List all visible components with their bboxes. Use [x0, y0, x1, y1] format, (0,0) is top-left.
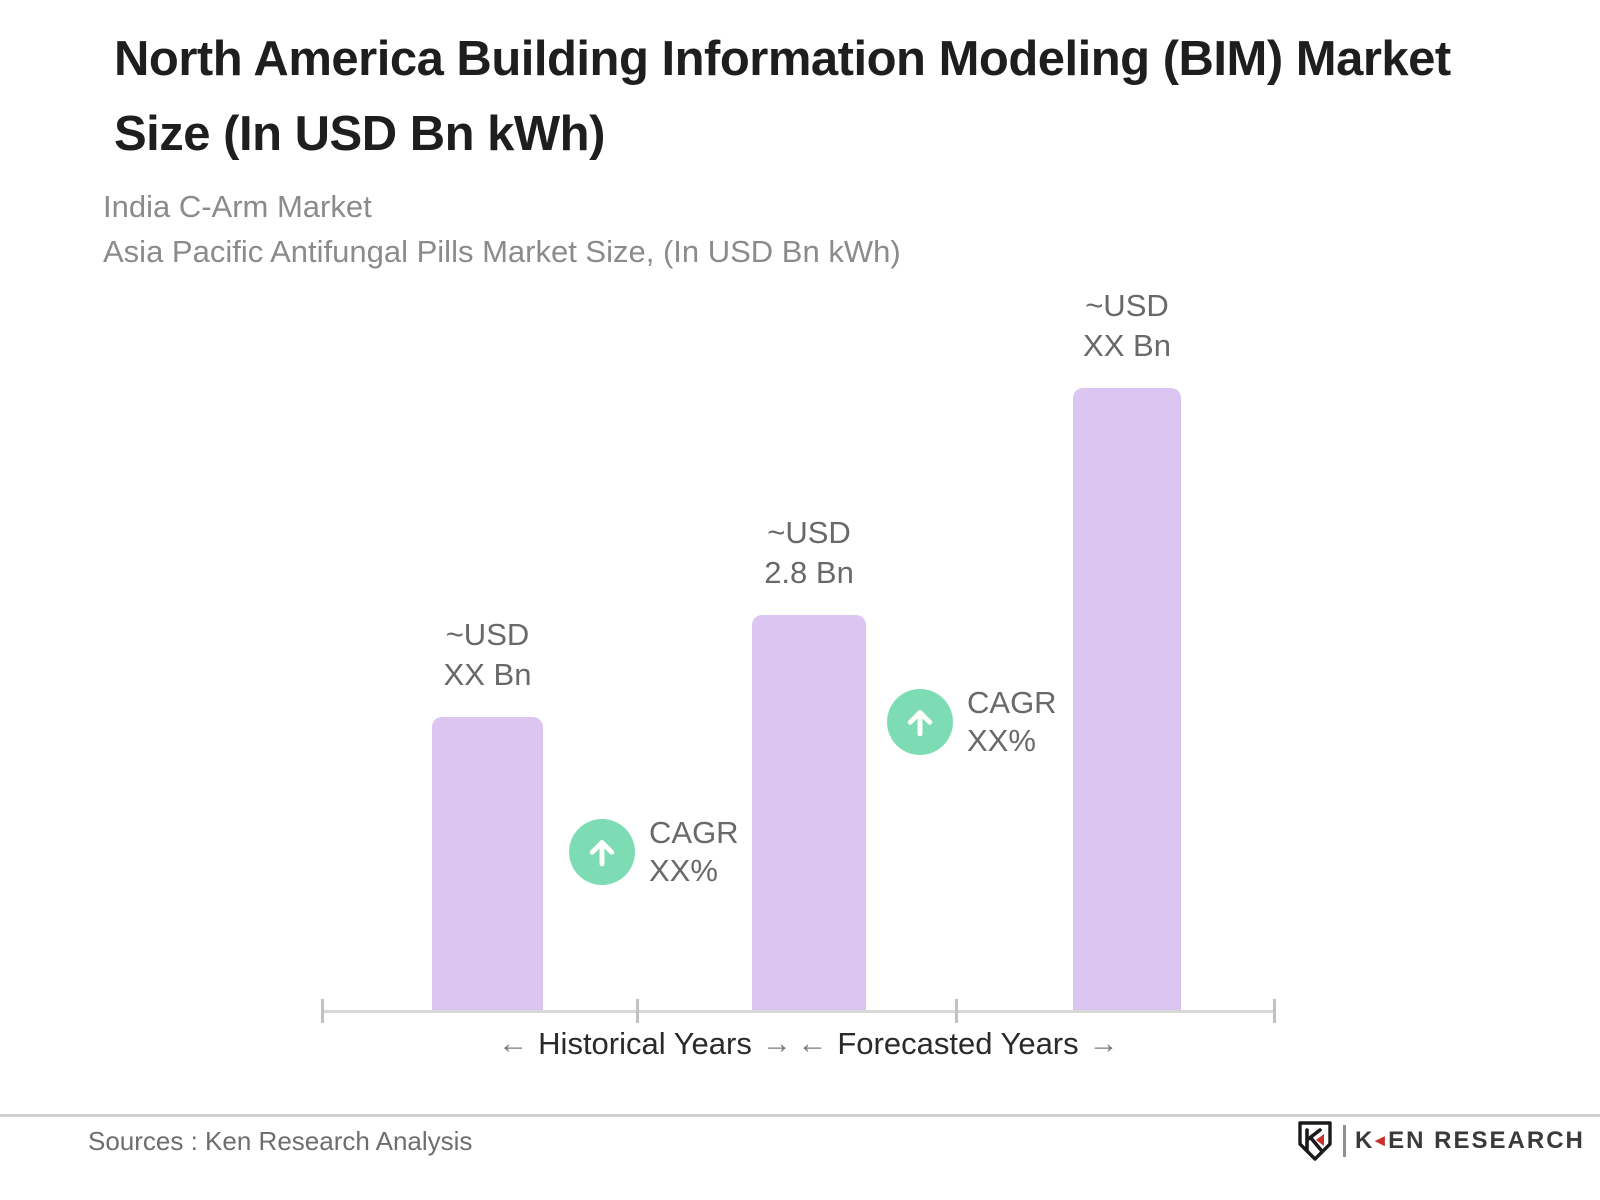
x-axis-tick — [1273, 999, 1276, 1023]
bar-group-current: ~USD 2.8 Bn — [752, 513, 866, 1013]
bar3-value-line1: ~USD — [1085, 288, 1169, 323]
bar2-value-line1: ~USD — [767, 515, 851, 550]
bar-value-label: ~USD XX Bn — [1083, 286, 1171, 366]
bar-current — [752, 615, 866, 1013]
x-axis-tick — [955, 999, 958, 1023]
axis-label-text: Historical Years — [538, 1026, 752, 1061]
cagr2-line2: XX% — [967, 723, 1036, 758]
bar-group-forecast: ~USD XX Bn — [1073, 286, 1181, 1013]
up-arrow-circle-icon — [887, 689, 953, 755]
up-arrow-icon — [907, 710, 933, 737]
cagr-annotation-historical: CAGR XX% — [569, 814, 739, 890]
page-title: North America Building Information Model… — [114, 22, 1574, 172]
bar3-value-line2: XX Bn — [1083, 328, 1171, 363]
logo-letter-k: K — [1355, 1127, 1375, 1154]
bar2-value-line2: 2.8 Bn — [764, 555, 854, 590]
title-line-2: Size (In USD Bn kWh) — [114, 107, 605, 161]
logo-letters-rest: EN RESEARCH — [1388, 1127, 1585, 1154]
x-axis-tick — [321, 999, 324, 1023]
subtitle-line-2: Asia Pacific Antifungal Pills Market Siz… — [103, 234, 901, 269]
left-arrow-icon: ← — [797, 1027, 828, 1060]
bar-group-historical: ~USD XX Bn — [432, 615, 543, 1013]
x-axis-line — [322, 1010, 1276, 1013]
bar-forecast — [1073, 388, 1181, 1013]
footer-divider — [0, 1114, 1600, 1117]
logo-separator — [1343, 1125, 1346, 1157]
bar1-value-line2: XX Bn — [443, 657, 532, 692]
ken-research-logo: K ◄ EN RESEARCH — [1296, 1120, 1585, 1162]
cagr1-line2: XX% — [649, 853, 718, 888]
logo-wordmark: K ◄ EN RESEARCH — [1355, 1127, 1585, 1155]
ken-research-shield-icon — [1298, 1121, 1332, 1161]
cagr-annotation-forecast: CAGR XX% — [887, 684, 1057, 760]
axis-label-text: Forecasted Years — [837, 1026, 1079, 1061]
right-arrow-icon: → — [1088, 1027, 1119, 1060]
axis-label-historical-years: ← Historical Years → — [498, 1026, 792, 1062]
sources-text: Sources : Ken Research Analysis — [88, 1126, 473, 1156]
up-arrow-circle-icon — [569, 819, 635, 885]
up-arrow-icon — [589, 840, 615, 867]
logo-red-arrow-icon: ◄ — [1371, 1131, 1391, 1150]
cagr-label: CAGR XX% — [649, 814, 739, 890]
subtitle-line-1: India C-Arm Market — [103, 189, 372, 224]
cagr1-line1: CAGR — [649, 815, 739, 850]
title-line-1: North America Building Information Model… — [114, 32, 1451, 86]
chart-subtitle: India C-Arm Market Asia Pacific Antifung… — [103, 184, 1303, 274]
cagr2-line1: CAGR — [967, 685, 1057, 720]
bar1-value-line1: ~USD — [445, 617, 530, 652]
cagr-label: CAGR XX% — [967, 684, 1057, 760]
axis-label-forecasted-years: ← Forecasted Years → — [797, 1026, 1118, 1062]
bar-historical — [432, 717, 543, 1013]
bar-value-label: ~USD XX Bn — [444, 615, 532, 695]
bar-value-label: ~USD 2.8 Bn — [764, 513, 854, 593]
x-axis-tick — [636, 999, 639, 1023]
right-arrow-icon: → — [761, 1027, 792, 1060]
left-arrow-icon: ← — [498, 1027, 529, 1060]
